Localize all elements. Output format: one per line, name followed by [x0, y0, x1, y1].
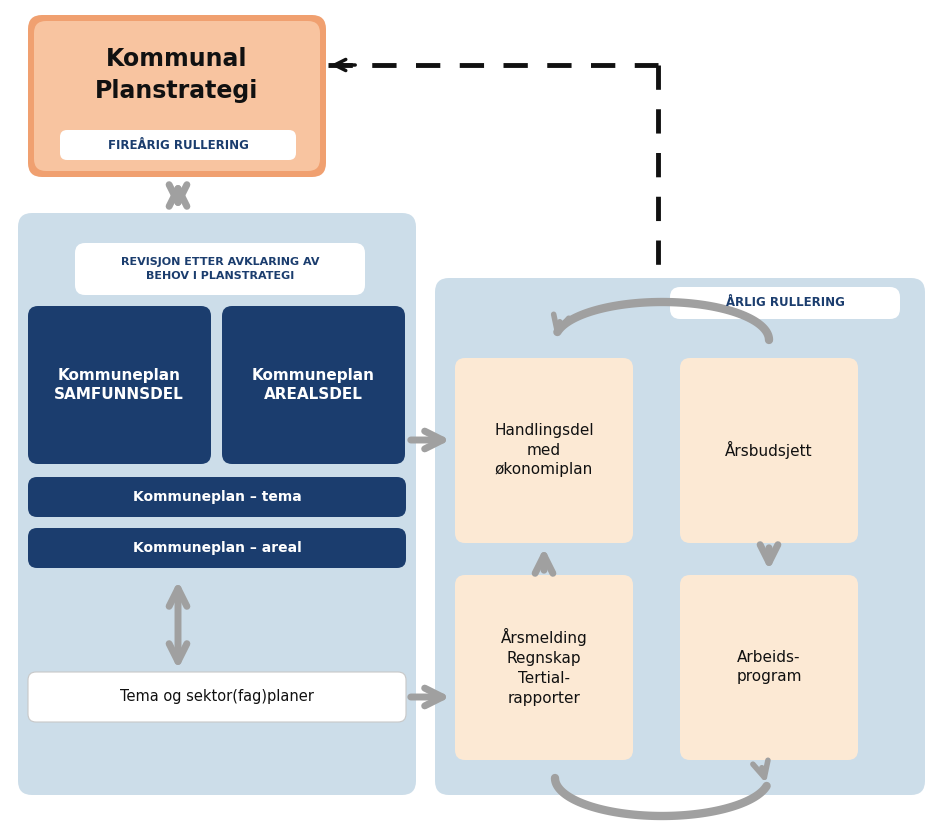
Text: Kommuneplan
SAMFUNNSDEL: Kommuneplan SAMFUNNSDEL	[55, 368, 184, 402]
FancyBboxPatch shape	[75, 243, 365, 295]
Text: Kommuneplan – tema: Kommuneplan – tema	[133, 490, 302, 504]
FancyBboxPatch shape	[28, 15, 326, 177]
Text: Kommunal
Planstrategi: Kommunal Planstrategi	[95, 47, 258, 103]
FancyBboxPatch shape	[435, 278, 925, 795]
Text: Kommuneplan
AREALSDEL: Kommuneplan AREALSDEL	[252, 368, 374, 402]
FancyBboxPatch shape	[455, 575, 633, 760]
Text: ÅRLIG RULLERING: ÅRLIG RULLERING	[726, 296, 844, 309]
Text: Kommuneplan – areal: Kommuneplan – areal	[133, 541, 302, 555]
FancyBboxPatch shape	[680, 575, 858, 760]
FancyBboxPatch shape	[60, 130, 296, 160]
FancyBboxPatch shape	[28, 528, 406, 568]
FancyBboxPatch shape	[28, 477, 406, 517]
FancyBboxPatch shape	[28, 672, 406, 722]
FancyBboxPatch shape	[222, 306, 405, 464]
Text: REVISJON ETTER AVKLARING AV
BEHOV I PLANSTRATEGI: REVISJON ETTER AVKLARING AV BEHOV I PLAN…	[120, 258, 320, 281]
FancyBboxPatch shape	[18, 213, 416, 795]
Text: FIREÅRIG RULLERING: FIREÅRIG RULLERING	[107, 138, 248, 151]
Text: Handlingsdel
med
økonomiplan: Handlingsdel med økonomiplan	[494, 423, 594, 477]
FancyBboxPatch shape	[28, 306, 211, 464]
FancyBboxPatch shape	[680, 358, 858, 543]
Text: Arbeids-
program: Arbeids- program	[736, 649, 802, 685]
FancyBboxPatch shape	[455, 358, 633, 543]
Text: Årsmelding
Regnskap
Tertial-
rapporter: Årsmelding Regnskap Tertial- rapporter	[501, 628, 588, 705]
Text: Tema og sektor(fag)planer: Tema og sektor(fag)planer	[120, 690, 314, 704]
FancyBboxPatch shape	[670, 287, 900, 319]
FancyBboxPatch shape	[34, 21, 320, 171]
Text: Årsbudsjett: Årsbudsjett	[725, 441, 813, 459]
